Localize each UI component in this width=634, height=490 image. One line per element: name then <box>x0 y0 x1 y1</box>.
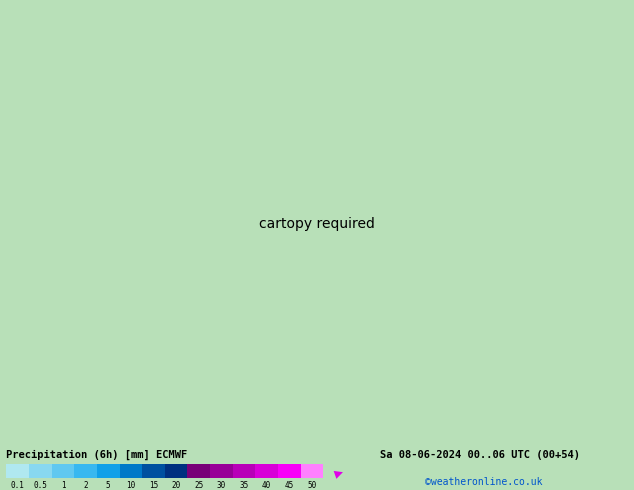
Text: 45: 45 <box>285 482 294 490</box>
Bar <box>6 465 29 478</box>
Bar <box>256 465 278 478</box>
Bar <box>29 465 51 478</box>
Text: 2: 2 <box>83 482 88 490</box>
Text: Sa 08-06-2024 00..06 UTC (00+54): Sa 08-06-2024 00..06 UTC (00+54) <box>380 449 580 460</box>
Text: 30: 30 <box>217 482 226 490</box>
Text: 15: 15 <box>149 482 158 490</box>
Text: cartopy required: cartopy required <box>259 217 375 231</box>
Text: 25: 25 <box>194 482 204 490</box>
Bar <box>142 465 165 478</box>
Text: 10: 10 <box>126 482 136 490</box>
Text: 35: 35 <box>240 482 249 490</box>
Bar <box>51 465 74 478</box>
Text: ©weatheronline.co.uk: ©weatheronline.co.uk <box>425 477 542 487</box>
Bar <box>120 465 142 478</box>
Bar <box>210 465 233 478</box>
Bar <box>97 465 120 478</box>
Text: 20: 20 <box>172 482 181 490</box>
Text: Precipitation (6h) [mm] ECMWF: Precipitation (6h) [mm] ECMWF <box>6 449 188 460</box>
Bar <box>188 465 210 478</box>
Bar <box>74 465 97 478</box>
Text: 40: 40 <box>262 482 271 490</box>
Text: 0.1: 0.1 <box>11 482 25 490</box>
Bar <box>233 465 256 478</box>
Bar <box>278 465 301 478</box>
Bar <box>301 465 323 478</box>
Text: 5: 5 <box>106 482 110 490</box>
Bar <box>165 465 188 478</box>
Text: 1: 1 <box>61 482 65 490</box>
Text: 50: 50 <box>307 482 316 490</box>
Text: 0.5: 0.5 <box>34 482 48 490</box>
